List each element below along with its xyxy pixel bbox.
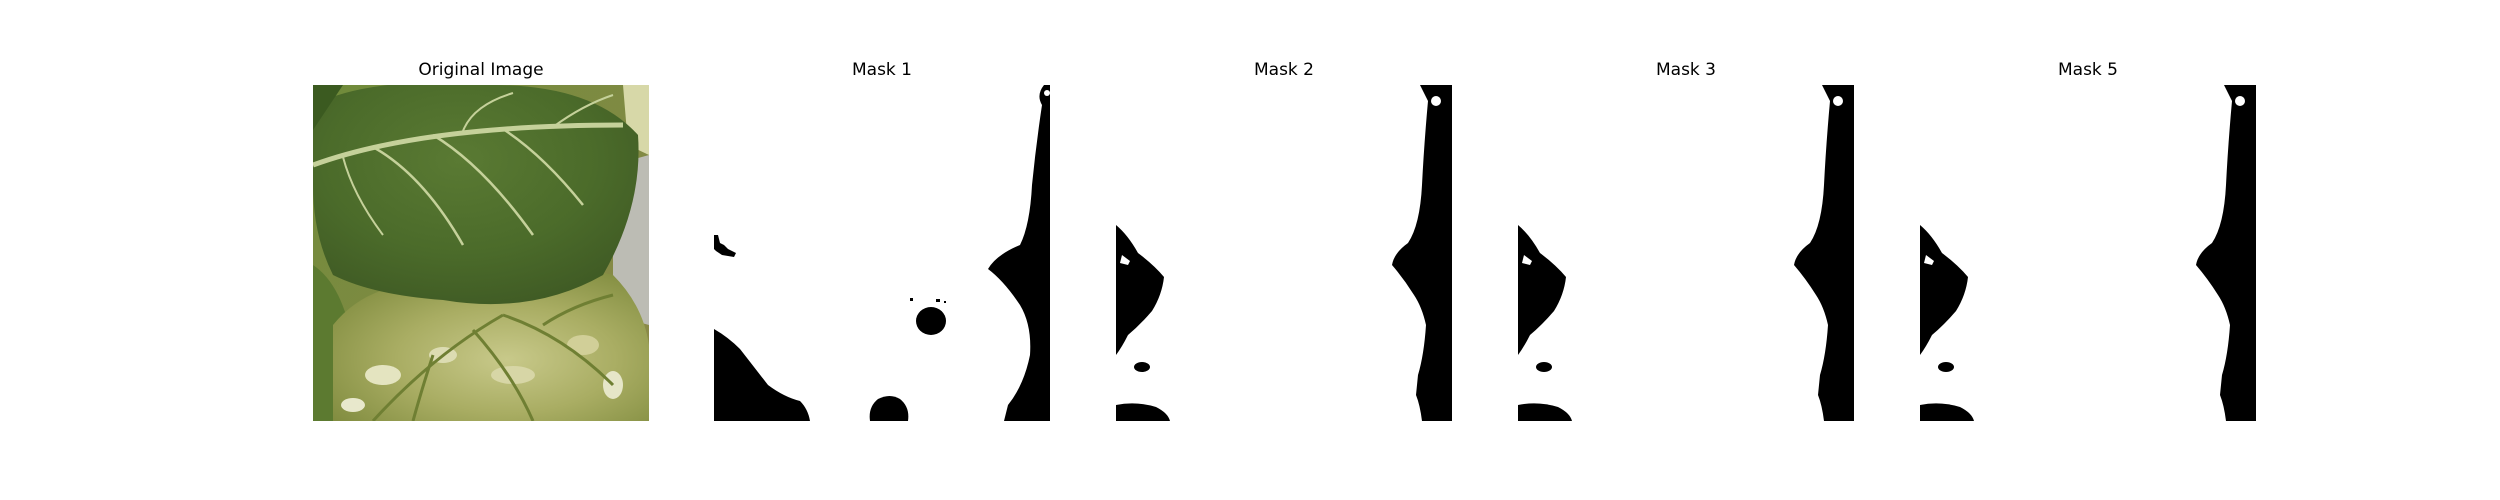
panel-title: Original Image [418,60,544,80]
panel-title: Mask 3 [1655,60,1716,80]
panel-mask-5: Mask 5 [1920,0,2256,500]
panel-title: Mask 1 [851,60,912,80]
mask-3-image [1518,85,1854,421]
original-leaf-photo [313,85,649,421]
panel-title: Mask 5 [2057,60,2118,80]
panel-mask-2: Mask 2 [1116,0,1452,500]
mask-2-image [1116,85,1452,421]
panel-title: Mask 2 [1253,60,1314,80]
panel-original-image: Original Image [313,0,649,500]
panel-mask-1: Mask 1 [714,0,1050,500]
panel-mask-3: Mask 3 [1518,0,1854,500]
mask-5-image [1920,85,2256,421]
mask-1-image [714,85,1050,421]
